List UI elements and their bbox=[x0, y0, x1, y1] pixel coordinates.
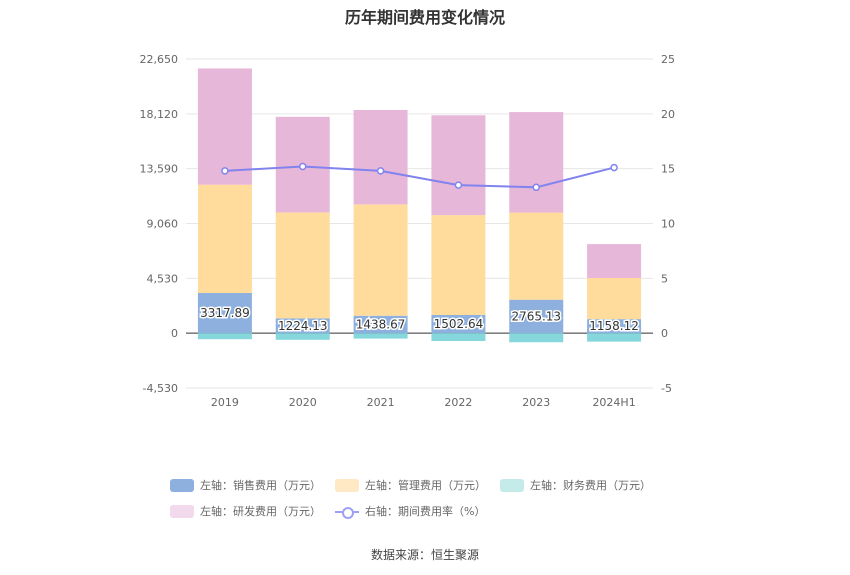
legend-label-admin: 左轴：管理费用（万元） bbox=[365, 479, 486, 492]
legend-item-rnd[interactable]: 左轴：研发费用（万元） bbox=[170, 503, 321, 519]
chart-plot: 22,650 18,120 13,590 9,060 4,530 0 -4,530 25 20… bbox=[140, 53, 676, 409]
legend-item-rate[interactable]: 右轴：期间费用率（%） bbox=[335, 503, 485, 519]
bar-sales bbox=[587, 319, 642, 334]
right-tick-label: 25 bbox=[661, 53, 675, 66]
rate-line bbox=[224, 165, 615, 189]
sales-value-label: 2765.13 bbox=[511, 309, 561, 323]
bar-sales bbox=[353, 315, 408, 334]
bar-sales bbox=[431, 314, 486, 334]
bar-admin bbox=[275, 212, 330, 319]
sales-value-label: 1158.12 bbox=[589, 319, 639, 333]
right-tick-label: 20 bbox=[661, 108, 675, 121]
data-source: 数据来源：恒生聚源 bbox=[370, 548, 479, 562]
x-axis-ticks: 2019 2020 2021 2022 2023 2024H1 bbox=[211, 396, 636, 409]
bar-rnd bbox=[197, 68, 252, 185]
bar-finance bbox=[587, 333, 642, 342]
rate-point bbox=[454, 181, 463, 189]
x-tick-label: 2021 bbox=[367, 396, 395, 409]
right-tick-label: 5 bbox=[661, 272, 668, 285]
bar-rnd bbox=[587, 244, 642, 278]
bar-admin bbox=[587, 277, 642, 320]
x-tick-label: 2020 bbox=[289, 396, 317, 409]
bar-finance bbox=[431, 333, 486, 342]
legend-label-rate: 右轴：期间费用率（%） bbox=[365, 505, 486, 518]
bar-admin bbox=[431, 215, 486, 315]
rate-point bbox=[299, 162, 307, 171]
right-tick-label: 15 bbox=[661, 163, 675, 176]
left-tick-label: 22,650 bbox=[140, 53, 179, 66]
bar-rnd bbox=[353, 109, 408, 205]
sales-value-label: 1224.13 bbox=[278, 319, 328, 333]
bar-sales bbox=[509, 299, 564, 334]
expense-rate-line bbox=[221, 162, 618, 192]
bar-finance bbox=[275, 333, 330, 340]
sales-value-label: 1438.67 bbox=[356, 317, 406, 331]
sales-value-label: 3317.89 bbox=[200, 306, 250, 320]
bars bbox=[197, 68, 642, 343]
bar-admin bbox=[353, 204, 408, 316]
sales-value-label: 1502.64 bbox=[434, 317, 484, 331]
rate-point bbox=[532, 183, 540, 192]
legend-label-rnd: 左轴：研发费用（万元） bbox=[200, 505, 321, 518]
gridlines bbox=[186, 58, 653, 389]
right-tick-label: -5 bbox=[661, 382, 672, 395]
legend-label-finance: 左轴：财务费用（万元） bbox=[530, 479, 651, 492]
legend-label-sales: 左轴：销售费用（万元） bbox=[200, 479, 321, 492]
x-tick-label: 2019 bbox=[211, 396, 239, 409]
bar-admin bbox=[197, 184, 252, 294]
rate-point bbox=[376, 167, 385, 175]
x-tick-label: 2022 bbox=[444, 396, 472, 409]
left-tick-label: 0 bbox=[171, 327, 178, 340]
legend-item-finance[interactable]: 左轴：财务费用（万元） bbox=[500, 477, 651, 493]
legend-swatch-admin bbox=[335, 478, 359, 492]
left-tick-label: 18,120 bbox=[140, 108, 179, 121]
x-tick-label: 2023 bbox=[522, 396, 550, 409]
x-tick-label: 2024H1 bbox=[592, 396, 635, 409]
rate-point bbox=[221, 167, 229, 175]
bar-finance bbox=[353, 333, 408, 339]
legend-swatch-rnd bbox=[170, 504, 194, 518]
left-tick-label: 9,060 bbox=[147, 218, 179, 231]
left-axis-ticks: 22,650 18,120 13,590 9,060 4,530 0 -4,530 bbox=[140, 53, 179, 395]
chart-title: 历年期间费用变化情况 bbox=[344, 8, 505, 27]
legend-item-sales[interactable]: 左轴：销售费用（万元） bbox=[170, 477, 321, 493]
right-tick-label: 0 bbox=[661, 327, 668, 340]
bar-labels: 3317.89 1224.13 1438.67 1502.64 2765.13 1158.… bbox=[199, 305, 641, 335]
left-tick-label: 4,530 bbox=[147, 272, 179, 285]
legend-swatch-rate bbox=[335, 505, 359, 519]
left-tick-label: -4,530 bbox=[143, 382, 178, 395]
legend-item-admin[interactable]: 左轴：管理费用（万元） bbox=[335, 477, 486, 493]
legend: 左轴：销售费用（万元） 左轴：管理费用（万元） 左轴：财务费用（万元） 左轴：研… bbox=[170, 472, 730, 524]
bar-sales bbox=[197, 293, 252, 334]
bar-rnd bbox=[431, 115, 486, 216]
legend-swatch-finance bbox=[500, 478, 524, 492]
left-tick-label: 13,590 bbox=[140, 163, 179, 176]
legend-swatch-sales bbox=[170, 478, 194, 492]
rate-point bbox=[610, 163, 618, 172]
bar-rnd bbox=[509, 112, 564, 213]
bar-sales bbox=[275, 318, 330, 334]
bar-finance bbox=[197, 333, 252, 340]
right-axis-ticks: 25 20 15 10 5 0 -5 bbox=[661, 53, 675, 395]
bar-finance bbox=[509, 333, 564, 343]
bar-admin bbox=[509, 212, 564, 300]
right-tick-label: 10 bbox=[661, 218, 675, 231]
